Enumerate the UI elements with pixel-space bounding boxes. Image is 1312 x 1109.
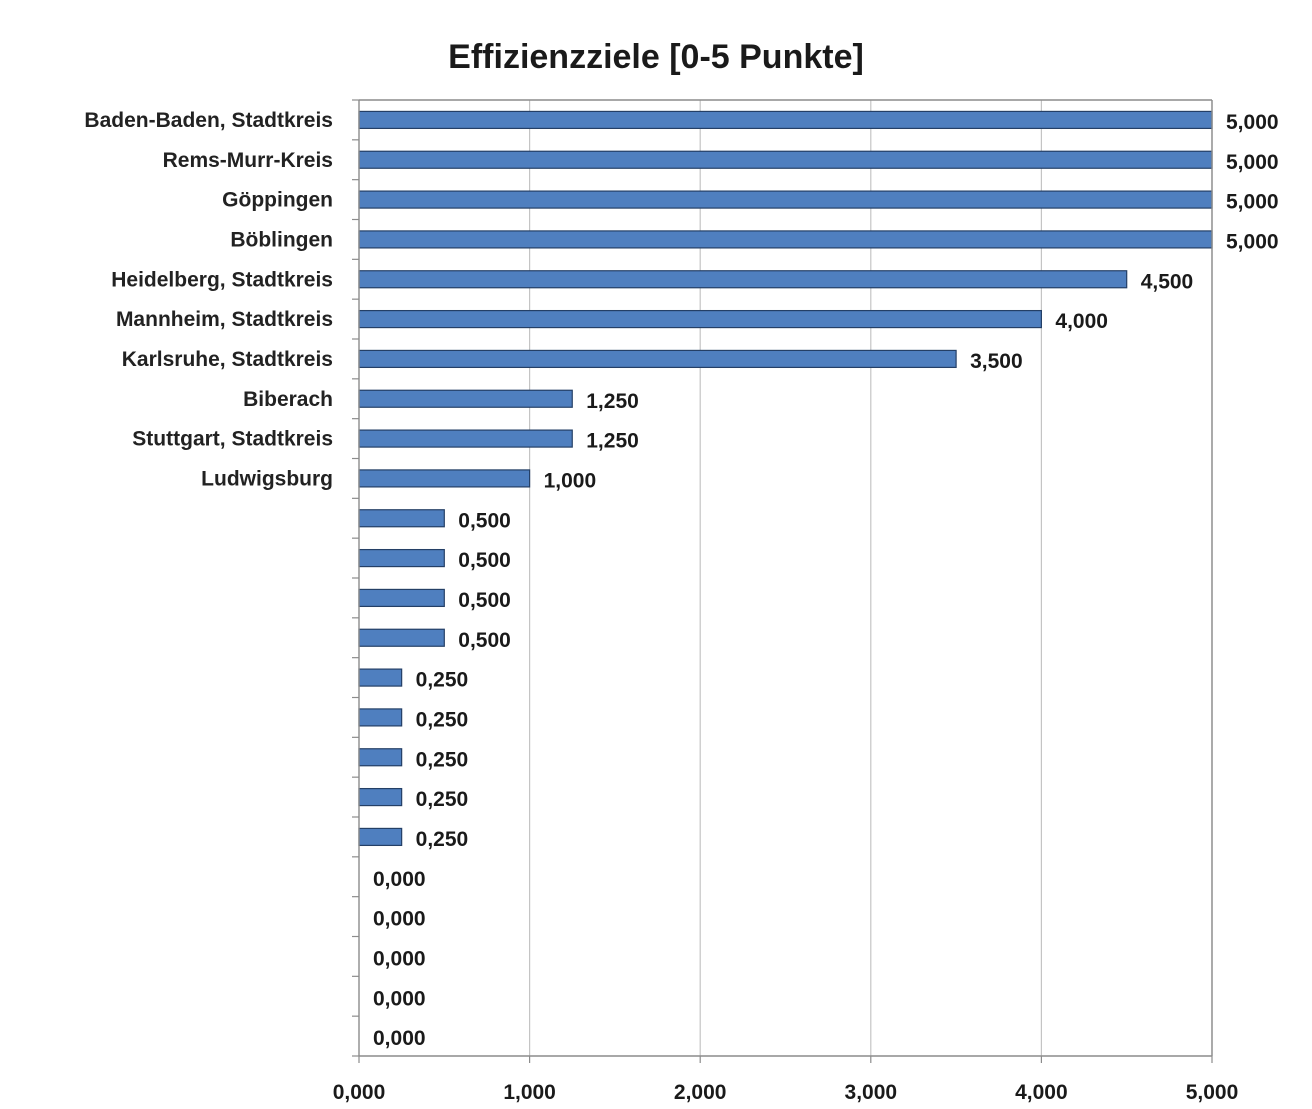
data-label: 4,500 xyxy=(1141,270,1194,293)
data-label: 0,250 xyxy=(416,788,469,811)
axes xyxy=(352,99,1213,1063)
data-label: 1,250 xyxy=(586,430,639,453)
bar xyxy=(358,748,403,767)
x-tick-label: 5,000 xyxy=(1186,1081,1239,1104)
category-label: Heidelberg, Stadtkreis xyxy=(111,268,333,291)
bar xyxy=(358,309,1043,329)
bar xyxy=(358,230,1213,249)
data-label: 1,000 xyxy=(544,469,597,492)
x-tick-labels: 0,000 1,000 2,000 3,000 4,000 5,000 xyxy=(333,1081,1239,1104)
data-label: 0,250 xyxy=(416,748,469,771)
data-label: 0,500 xyxy=(458,509,511,532)
data-label: 1,250 xyxy=(586,390,639,413)
x-tick-label: 1,000 xyxy=(503,1081,556,1104)
data-label: 0,250 xyxy=(416,669,469,692)
data-label: 5,000 xyxy=(1226,191,1279,214)
data-label: 5,000 xyxy=(1226,151,1279,174)
data-label: 0,000 xyxy=(373,868,426,891)
bar xyxy=(358,190,1213,209)
bar xyxy=(358,548,445,568)
category-label: Ludwigsburg xyxy=(201,467,333,490)
category-label: Böblingen xyxy=(230,228,333,251)
data-label: 5,000 xyxy=(1226,111,1279,134)
bar xyxy=(358,588,445,608)
bar xyxy=(358,668,403,687)
data-label: 0,500 xyxy=(458,589,511,612)
data-label: 0,250 xyxy=(416,708,469,731)
bar xyxy=(358,110,1213,130)
data-label: 0,000 xyxy=(373,947,426,970)
value-labels: 5,000 5,000 5,000 5,000 4,500 4,000 3,500 1,250… xyxy=(373,111,1279,1050)
bar xyxy=(358,469,531,488)
data-label: 0,000 xyxy=(373,1027,426,1050)
data-label: 0,500 xyxy=(458,629,511,652)
data-label: 4,000 xyxy=(1055,310,1108,333)
category-label: Mannheim, Stadtkreis xyxy=(116,308,333,331)
bar xyxy=(358,150,1213,169)
bar xyxy=(358,349,957,369)
category-label: Biberach xyxy=(243,388,333,411)
category-label: Stuttgart, Stadtkreis xyxy=(132,428,333,451)
data-label: 0,500 xyxy=(458,549,511,572)
category-label: Rems-Murr-Kreis xyxy=(163,149,333,172)
data-label: 5,000 xyxy=(1226,230,1279,253)
data-label: 0,250 xyxy=(416,828,469,851)
bar xyxy=(358,787,403,807)
data-label: 0,000 xyxy=(373,908,426,931)
bar xyxy=(358,628,445,647)
data-label: 3,500 xyxy=(970,350,1023,373)
x-tick-label: 4,000 xyxy=(1015,1081,1068,1104)
bar xyxy=(358,389,573,408)
category-labels: Baden-Baden, Stadtkreis Rems-Murr-Kreis Gö… xyxy=(84,109,333,490)
chart-title: Effizienzziele [0-5 Punkte] xyxy=(448,38,864,76)
bar xyxy=(358,827,403,847)
bar xyxy=(358,270,1128,289)
category-label: Göppingen xyxy=(222,189,333,212)
data-label: 0,000 xyxy=(373,987,426,1010)
bar xyxy=(358,429,573,448)
category-label: Baden-Baden, Stadtkreis xyxy=(84,109,333,132)
category-label: Karlsruhe, Stadtkreis xyxy=(122,348,333,371)
x-tick-label: 3,000 xyxy=(845,1081,898,1104)
bar xyxy=(358,708,403,727)
x-tick-label: 0,000 xyxy=(333,1081,386,1104)
bars xyxy=(358,110,1213,847)
bar xyxy=(358,509,445,528)
x-tick-label: 2,000 xyxy=(674,1081,727,1104)
gridlines xyxy=(528,100,1213,1056)
